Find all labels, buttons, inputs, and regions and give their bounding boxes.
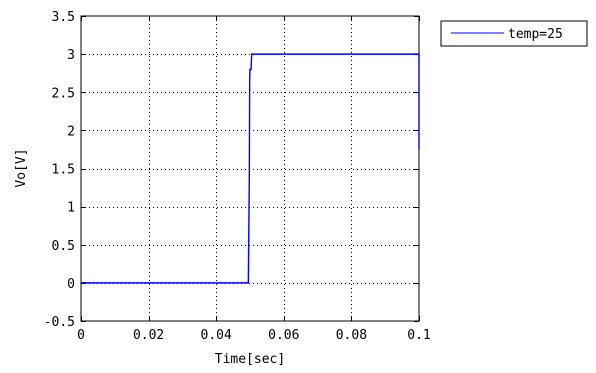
legend: temp=25 [440, 20, 588, 47]
legend-label: temp=25 [508, 27, 563, 42]
y-tick-label: 0 [67, 277, 75, 292]
y-tick-label: 3 [67, 48, 75, 63]
y-tick-label: 2 [67, 124, 75, 139]
x-tick-label: 0.06 [268, 328, 299, 343]
y-tick-labels: -0.5 0 0.5 1 1.5 2 2.5 3 3.5 [44, 10, 75, 330]
x-tick-label: 0.02 [133, 328, 164, 343]
x-tick-labels: 0 0.02 0.04 0.06 0.08 0.1 [77, 328, 431, 343]
y-tick-label: 1 [67, 201, 75, 216]
x-tick-label: 0.08 [336, 328, 367, 343]
x-tick-label: 0.1 [407, 328, 430, 343]
y-tick-label: -0.5 [44, 315, 75, 330]
series-line [81, 53, 420, 284]
series-layer [81, 53, 420, 284]
x-tick-label: 0 [77, 328, 85, 343]
x-tick-label: 0.04 [201, 328, 232, 343]
y-axis-label: Vo[V] [14, 148, 29, 187]
y-tick-label: 3.5 [52, 10, 75, 25]
y-tick-label: 0.5 [52, 239, 75, 254]
y-tick-label: 2.5 [52, 86, 75, 101]
x-axis-label: Time[sec] [215, 352, 285, 367]
y-tick-label: 1.5 [52, 163, 75, 178]
